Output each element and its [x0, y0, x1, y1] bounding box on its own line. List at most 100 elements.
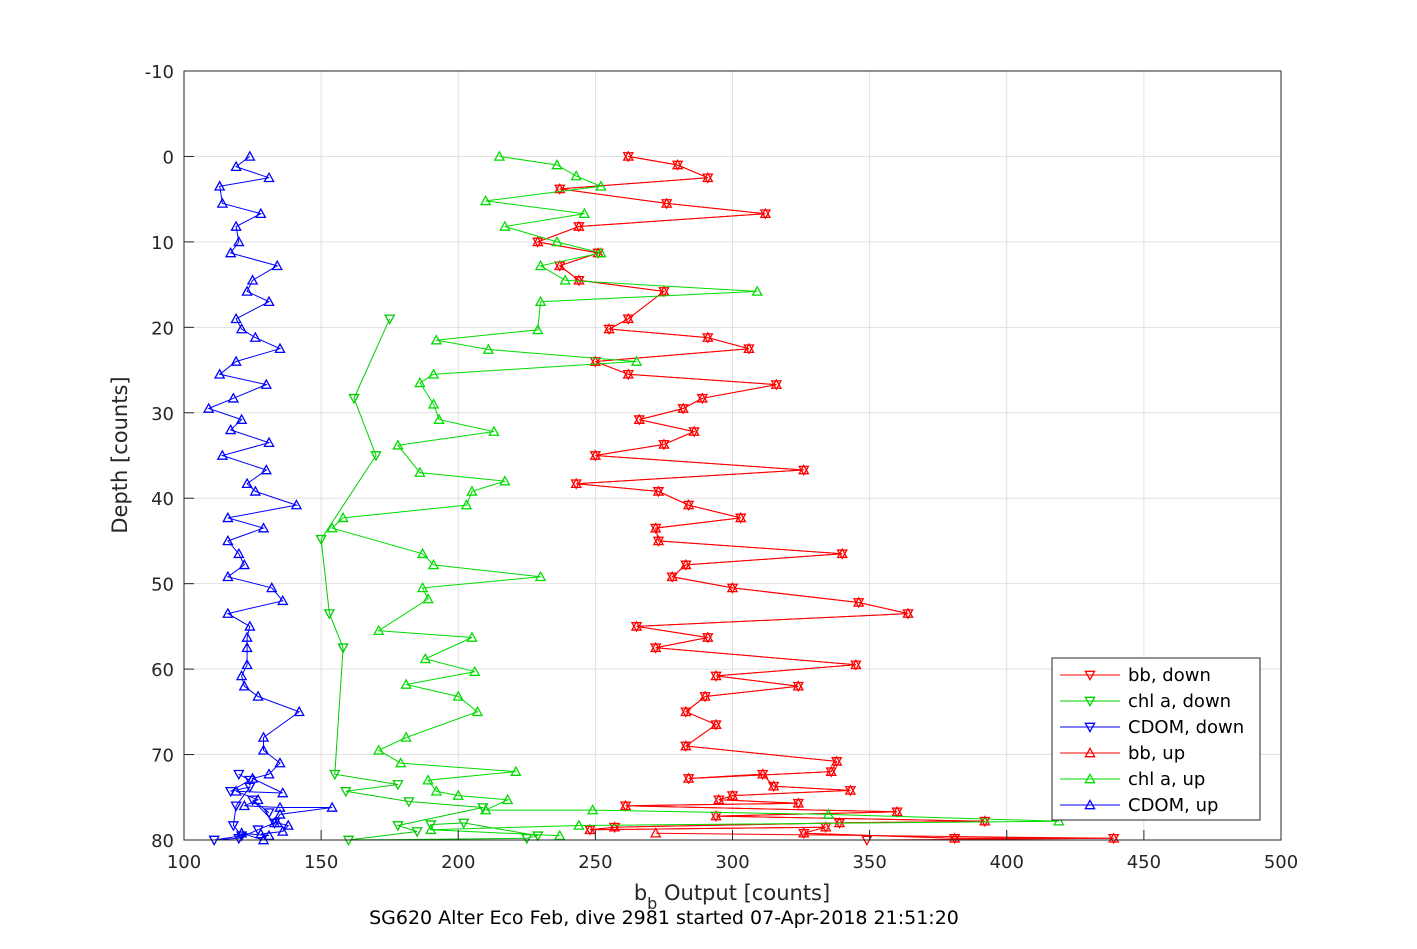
data-point-marker: [235, 670, 248, 681]
data-point-marker: [532, 235, 544, 247]
data-point-marker: [479, 804, 492, 815]
series-4: [326, 150, 1065, 841]
data-point-marker: [466, 485, 478, 496]
data-point-marker: [735, 511, 747, 523]
legend-entry: chl a, up: [1060, 769, 1205, 790]
data-point-marker: [630, 620, 643, 631]
data-point-marker: [233, 547, 245, 559]
data-point-marker: [216, 197, 229, 208]
legend-label: bb, down: [1128, 665, 1211, 686]
data-point-marker: [680, 705, 692, 717]
data-point-marker: [652, 485, 665, 496]
data-point-marker: [244, 150, 256, 161]
data-point-marker: [277, 787, 289, 798]
data-point-marker: [534, 570, 547, 582]
data-point-marker: [249, 485, 262, 496]
data-point-marker: [1108, 832, 1120, 843]
data-point-marker: [726, 789, 739, 800]
data-point-marker: [430, 785, 443, 796]
data-point-marker: [427, 398, 440, 409]
x-tick-label: 400: [990, 852, 1024, 873]
data-point-marker: [213, 368, 226, 379]
legend-label: chl a, down: [1128, 691, 1231, 712]
data-point-marker: [337, 643, 349, 654]
x-tick-label: 300: [715, 852, 749, 873]
data-point-marker: [263, 829, 275, 841]
data-point-marker: [658, 438, 670, 449]
data-point-marker: [466, 631, 478, 642]
data-point-marker: [246, 772, 259, 783]
data-point-marker: [233, 235, 245, 247]
data-point-marker: [633, 413, 645, 424]
data-point-marker: [589, 355, 602, 366]
data-point-marker: [263, 171, 275, 183]
data-point-marker: [263, 808, 275, 819]
data-point-marker: [274, 801, 286, 812]
legend-entry: bb, up: [1060, 743, 1185, 764]
data-point-marker: [559, 274, 571, 285]
data-point-marker: [394, 757, 407, 768]
data-point-marker: [825, 765, 837, 776]
data-point-marker: [595, 180, 607, 191]
data-point-marker: [252, 690, 264, 701]
data-point-marker: [414, 376, 426, 388]
data-point-marker: [554, 259, 566, 271]
data-point-marker: [608, 821, 621, 832]
data-point-marker: [227, 821, 240, 832]
data-point-marker: [836, 547, 848, 559]
data-point-marker: [257, 731, 270, 742]
data-point-marker: [290, 499, 303, 510]
y-axis-label: Depth [counts]: [108, 376, 132, 533]
x-axis-label: bb Output [counts]: [634, 881, 830, 913]
y-tick-label: 0: [163, 147, 174, 168]
data-point-marker: [798, 464, 810, 475]
data-point-marker: [510, 765, 522, 776]
data-point-marker: [241, 658, 253, 670]
data-point-marker: [373, 624, 385, 635]
data-point-marker: [403, 797, 415, 808]
x-tick-label: 500: [1264, 852, 1298, 873]
data-point-marker: [551, 235, 563, 247]
data-point-marker: [255, 828, 267, 839]
legend-entry: CDOM, up: [1060, 795, 1218, 816]
data-point-marker: [277, 594, 289, 606]
data-point-marker: [373, 744, 385, 755]
data-point-marker: [677, 402, 689, 413]
y-tick-label: 80: [151, 831, 174, 852]
legend[interactable]: bb, down chl a, down CDOM, down bb, up chl a…: [1051, 657, 1261, 821]
data-point-marker: [326, 522, 338, 533]
data-point-marker: [798, 827, 810, 838]
data-point-marker: [244, 775, 256, 787]
data-point-marker: [680, 558, 692, 570]
data-point-marker: [622, 312, 634, 324]
series-layer: [202, 150, 1120, 846]
data-point-marker: [902, 607, 914, 618]
data-point-marker: [619, 799, 632, 811]
data-point-marker: [948, 832, 961, 843]
data-point-marker: [230, 220, 242, 231]
data-point-marker: [427, 558, 440, 570]
data-point-marker: [622, 368, 634, 379]
data-point-marker: [979, 815, 991, 826]
data-point-marker: [499, 475, 511, 486]
legend-entry: chl a, down: [1060, 691, 1231, 712]
data-point-marker: [430, 334, 443, 345]
data-point-marker: [743, 342, 755, 354]
data-point-marker: [501, 793, 514, 805]
data-point-marker: [230, 801, 242, 812]
series-line: [535, 155, 1114, 839]
data-point-marker: [227, 392, 240, 403]
data-point-marker: [230, 785, 242, 796]
data-point-marker: [241, 285, 253, 296]
data-point-marker: [603, 323, 615, 334]
data-point-marker: [433, 413, 445, 424]
data-point-marker: [751, 285, 763, 296]
data-point-marker: [230, 312, 242, 324]
data-point-marker: [422, 593, 434, 604]
data-point-marker: [770, 378, 783, 389]
data-point-marker: [230, 160, 242, 172]
data-point-marker: [469, 665, 481, 677]
data-point-marker: [554, 182, 566, 194]
data-point-marker: [392, 439, 404, 450]
